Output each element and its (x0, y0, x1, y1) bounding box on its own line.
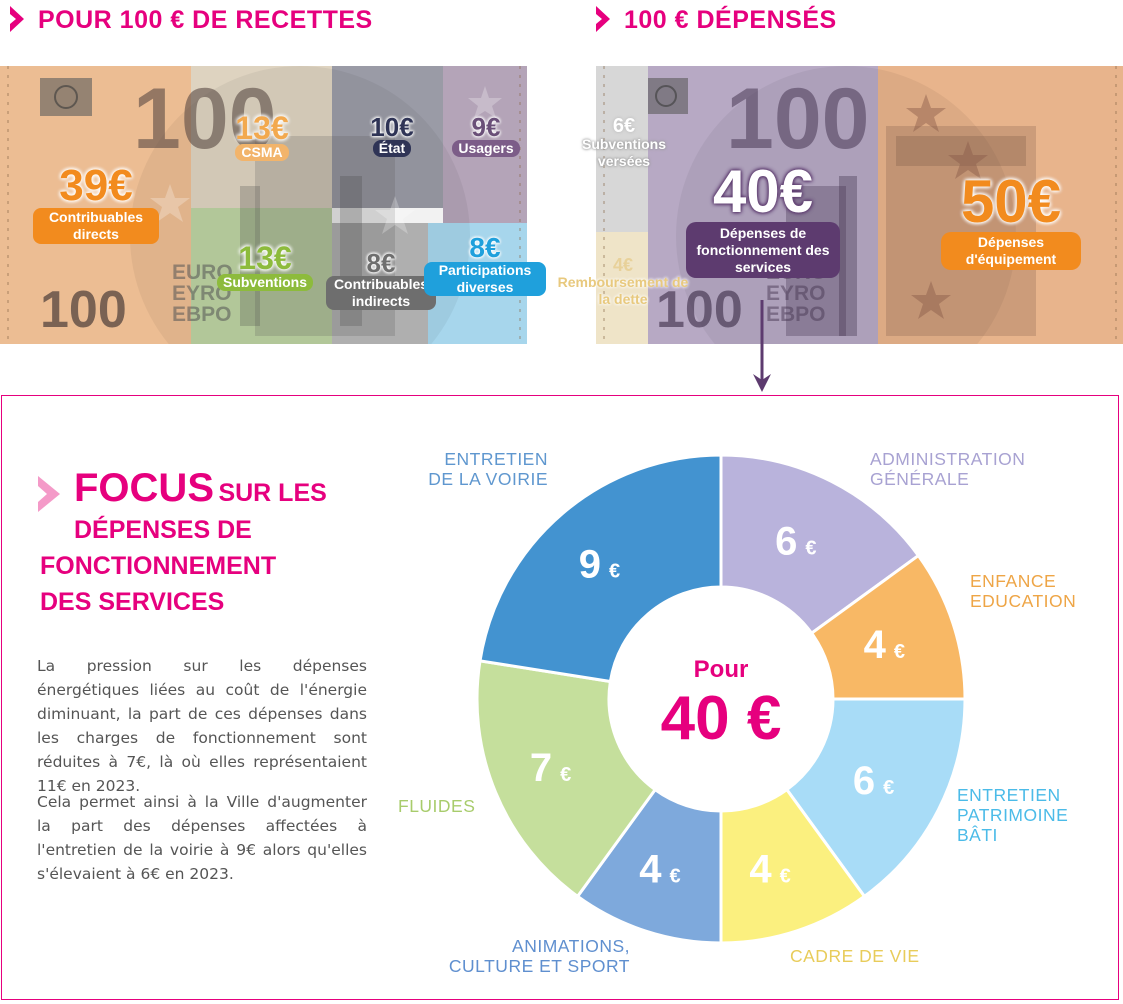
down-arrow-icon (753, 300, 771, 392)
banknote-pattern (7, 66, 521, 344)
depense-remboursement: 4€ Remboursement de la dette (557, 255, 689, 307)
recette-etat: 10€ État (370, 112, 414, 157)
donut-slice (784, 697, 967, 899)
slice-category-label: FLUIDES (398, 796, 476, 816)
chevron-right-icon (38, 476, 60, 512)
focus-title-line2: DÉPENSES DE (74, 516, 252, 544)
chevron-right-icon (10, 6, 24, 32)
recettes-header: POUR 100 € DE RECETTES (10, 6, 373, 35)
slice-category-label: ADMINISTRATION GÉNÉRALE (870, 449, 1026, 489)
banknote-number-bottom: 100 (40, 281, 127, 339)
banknote-number-top: 100 (726, 71, 870, 167)
center-label-value: 40 € (661, 684, 782, 753)
tile-remboursement (596, 232, 648, 344)
donut-slice (475, 659, 658, 899)
depense-fonctionnement: 40€ Dépenses de fonctionnement des servi… (686, 162, 840, 279)
slice-category-label: ENFANCE EDUCATION (970, 571, 1077, 611)
focus-title-line3: FONCTIONNEMENT (40, 552, 277, 580)
donut-center (610, 588, 832, 810)
recettes-header-text: POUR 100 € DE RECETTES (38, 6, 373, 34)
depenses-header: 100 € DÉPENSÉS (596, 6, 837, 35)
tile-etat (332, 66, 443, 208)
depense-subventions-versees: 6€ Subventions versées (581, 115, 666, 169)
slice-category-label: CADRE DE VIE (790, 946, 920, 966)
banknote-number-bottom: 100 (656, 281, 743, 339)
recette-usagers: 9€ Usagers (446, 114, 526, 158)
donut-slice (719, 453, 921, 636)
tile-contribuables-directs (0, 66, 191, 344)
focus-paragraph-1: La pression sur les dépenses énergétique… (37, 657, 367, 795)
tile-subventions-versees (596, 66, 648, 232)
focus-paragraph-2: Cela permet ainsi à la Ville d'augmenter… (37, 793, 367, 883)
recette-contribuables-directs: 39€ Contribuables directs (33, 164, 159, 244)
slice-category-label: ENTRETIEN DE LA VOIRIE (428, 449, 548, 489)
center-label-top: Pour (694, 656, 749, 683)
slice-value-label: 7 € (530, 746, 571, 790)
recette-csma: 13€ CSMA (235, 110, 289, 161)
recette-subventions: 13€ Subventions (212, 242, 318, 292)
slice-category-label: ANIMATIONS, CULTURE ET SPORT (448, 936, 630, 976)
slice-category-label: ENTRETIEN PATRIMOINE BÂTI (957, 785, 1069, 845)
recette-contribuables-indirects: 8€ Contribuables indirects (326, 250, 436, 311)
focus-title-line4: DES SERVICES (40, 588, 225, 616)
focus-box (1, 395, 1119, 1000)
chevron-right-icon (596, 6, 610, 32)
donut-slice (478, 453, 723, 684)
recette-participations: 8€ Participations diverses (424, 234, 546, 297)
tile-csma (191, 66, 332, 208)
focus-title-line1: FOCUS SUR LES (74, 466, 327, 510)
tile-equipement (878, 66, 1123, 344)
depenses-header-text: 100 € DÉPENSÉS (624, 6, 837, 34)
depense-equipement: 50€ Dépenses d'équipement (941, 172, 1081, 270)
recettes-banknote: 100 100 EURO EYRO EBPO 39€ Contribuables d… (0, 66, 546, 344)
